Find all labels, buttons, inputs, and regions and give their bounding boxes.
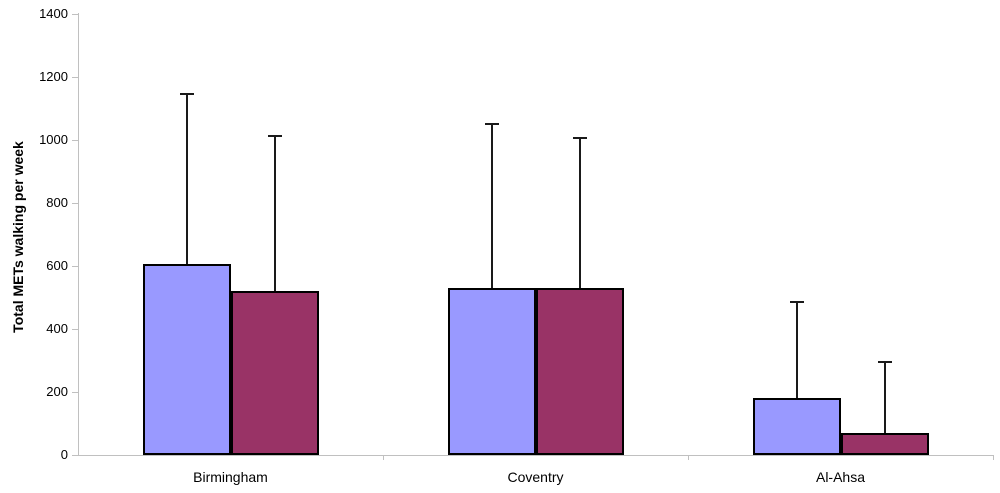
bar-series-2-birmingham [230, 291, 319, 455]
y-tick-mark [72, 77, 78, 78]
bar-series-2-al-ahsa [840, 432, 929, 455]
error-bar-cap [484, 122, 499, 125]
error-bar-line [273, 135, 276, 292]
y-tick-label: 200 [46, 384, 68, 399]
bar-series-2-coventry [535, 288, 624, 455]
error-bar-line [795, 300, 798, 399]
x-tick-mark [688, 455, 689, 460]
error-bar-line [883, 360, 886, 433]
y-axis-line [78, 13, 79, 455]
y-tick-label: 1000 [39, 132, 68, 147]
y-tick-label: 600 [46, 258, 68, 273]
x-tick-mark [383, 455, 384, 460]
error-bar-line [490, 122, 493, 289]
category-label: Coventry [507, 469, 564, 485]
error-bar-cap [877, 360, 892, 363]
category-label: Birmingham [193, 469, 268, 485]
y-tick-mark [72, 455, 78, 456]
y-axis-title: Total METs walking per week [10, 141, 26, 333]
y-tick-mark [72, 266, 78, 267]
y-tick-label: 400 [46, 321, 68, 336]
y-tick-label: 1400 [39, 6, 68, 21]
bar-series-1-birmingham [142, 264, 231, 455]
error-bar-line [185, 92, 188, 265]
error-bar-cap [179, 92, 194, 95]
error-bar-cap [789, 300, 804, 303]
y-tick-mark [72, 392, 78, 393]
y-tick-label: 1200 [39, 69, 68, 84]
error-bar-line [578, 136, 581, 289]
error-bar-cap [572, 136, 587, 139]
error-bar-cap [267, 135, 282, 138]
x-tick-mark [993, 455, 994, 460]
y-tick-mark [72, 14, 78, 15]
bar-series-1-coventry [447, 288, 536, 455]
y-tick-label: 0 [60, 447, 68, 462]
x-axis-line [78, 455, 994, 456]
y-tick-label: 800 [46, 195, 68, 210]
bar-series-1-al-ahsa [752, 398, 841, 455]
category-label: Al-Ahsa [815, 469, 866, 485]
y-tick-mark [72, 140, 78, 141]
y-tick-mark [72, 203, 78, 204]
y-tick-mark [72, 329, 78, 330]
